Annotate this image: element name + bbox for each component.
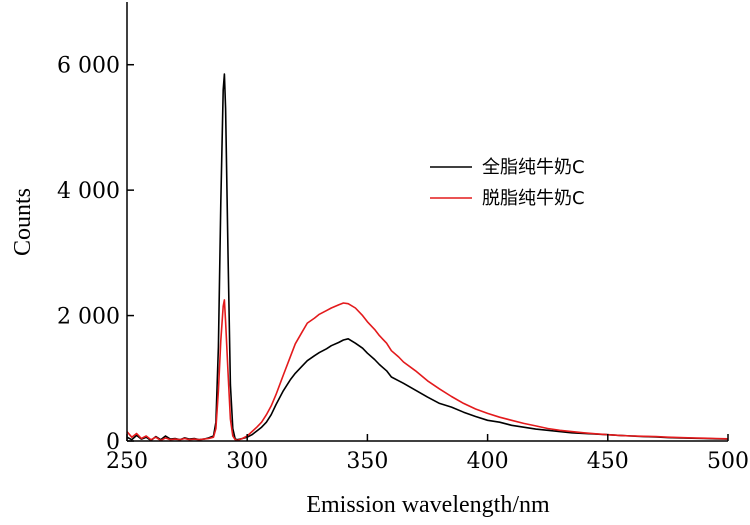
x-axis-ticks: 250 300 350 400 450 500 [106,434,749,474]
plot-lines [126,73,729,442]
y-tick-label: 6 000 [57,54,120,79]
x-tick-label: 350 [346,449,388,474]
y-axis-ticks: 0 2 000 4 000 6 000 [57,54,134,455]
y-tick-label: 0 [106,430,120,455]
x-tick-label: 400 [467,449,509,474]
x-tick-label: 500 [707,449,749,474]
legend-label-2: 脱脂纯牛奶C [482,188,585,209]
y-axis-label: Counts [10,188,36,256]
legend: 全脂纯牛奶C 脱脂纯牛奶C [430,157,585,209]
x-tick-label: 250 [106,449,148,474]
legend-label-1: 全脂纯牛奶C [482,157,585,178]
series-line-1 [126,73,729,442]
y-tick-label: 4 000 [57,179,120,204]
x-tick-label: 450 [587,449,629,474]
series-line-2 [126,299,729,442]
x-axis-label: Emission wavelength/nm [306,492,550,518]
y-tick-label: 2 000 [57,305,120,330]
x-tick-label: 300 [226,449,268,474]
